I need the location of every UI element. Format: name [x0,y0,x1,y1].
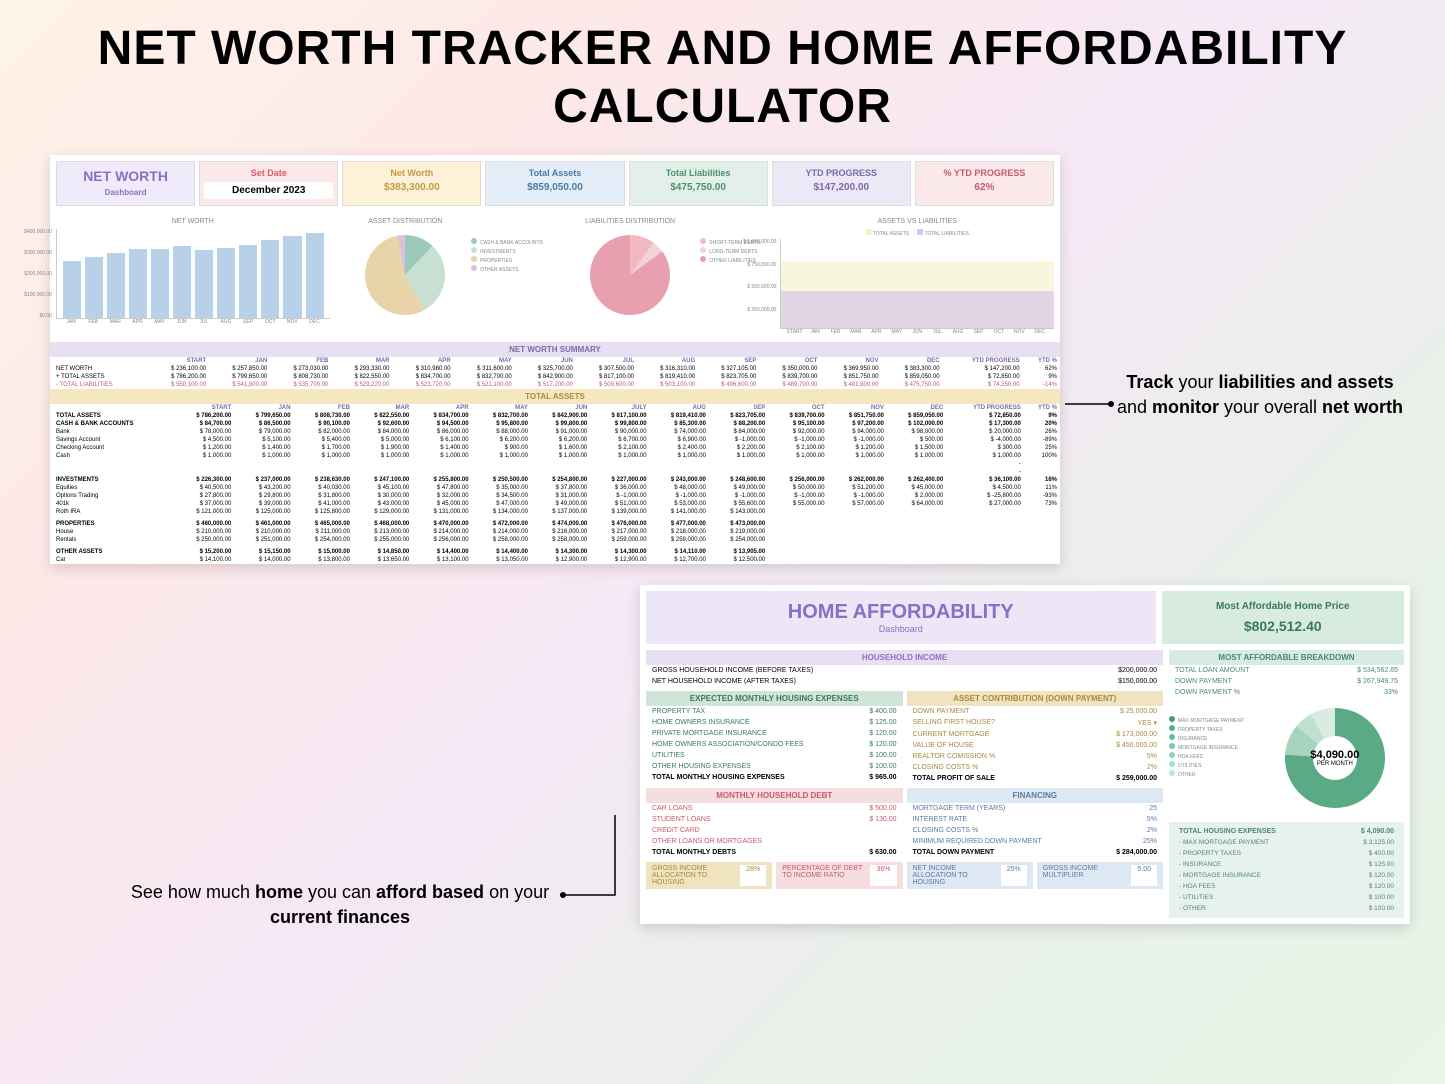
debt-section: MONTHLY HOUSEHOLD DEBT CAR LOANS$ 500.00… [646,788,903,858]
breakdown-donut-chart: $4,090.00 PER MONTH [1285,708,1385,808]
dashboard-title-card: NET WORTH Dashboard [56,161,195,206]
total-assets-header: TOTAL ASSETS [50,389,1060,404]
affordable-price-card: Most Affordable Home Price $802,512.40 [1162,591,1405,644]
networth-header-cards: NET WORTH Dashboard Set Date December 20… [50,155,1060,212]
set-date-card[interactable]: Set Date December 2023 [199,161,338,206]
ytd-progress-card: YTD PROGRESS $147,200.00 [772,161,911,206]
charts-row: NET WORTH $400,000.00$300,000.00$200,000… [50,212,1060,342]
networth-summary-table: STARTJANFEBMARAPRMAYJUNJULAUGSEPOCTNOVDE… [50,357,1060,389]
networth-bar-chart: NET WORTH $400,000.00$300,000.00$200,000… [56,218,330,336]
asset-pie-chart: ASSET DISTRIBUTION CASH & BANK ACCOUNTSI… [340,218,550,336]
total-liabilities-card: Total Liabilities $475,750.00 [629,161,768,206]
networth-dashboard: NET WORTH Dashboard Set Date December 20… [50,155,1060,564]
total-assets-table: STARTJANFEBMARAPRMAYJUNJULYAUGSEPOCTNOVD… [50,404,1060,564]
affordability-title-card: HOME AFFORDABILITY Dashboard [646,591,1156,644]
ytd-progress-pct-card: % YTD PROGRESS 62% [915,161,1054,206]
dashboard-title: NET WORTH [61,168,190,184]
callout-home-afford: See how much home you can afford based o… [120,880,560,930]
networth-summary-header: NET WORTH SUMMARY [50,342,1060,357]
financing-section: FINANCING MORTGAGE TERM (YEARS)25INTERES… [907,788,1164,858]
total-assets-card: Total Assets $859,050.00 [485,161,624,206]
expenses-section: EXPECTED MONTHLY HOUSING EXPENSES PROPER… [646,691,903,784]
page-title: NET WORTH TRACKER AND HOME AFFORDABILITY… [0,0,1445,145]
assets-vs-liabilities-chart: ASSETS VS LIABILITIES TOTAL ASSETS TOTAL… [780,218,1054,336]
breakdown-section: MOST AFFORDABLE BREAKDOWN TOTAL LOAN AMO… [1169,650,1404,918]
home-affordability-dashboard: HOME AFFORDABILITY Dashboard Most Afford… [640,585,1410,924]
callout-track-networth: Track your liabilities and assets and mo… [1115,370,1405,420]
networth-card: Net Worth $383,300.00 [342,161,481,206]
dashboard-sub: Dashboard [61,188,190,197]
down-payment-section: ASSET CONTRIBUTION (DOWN PAYMENT) DOWN P… [907,691,1164,784]
household-income-header: HOUSEHOLD INCOME [646,650,1163,665]
